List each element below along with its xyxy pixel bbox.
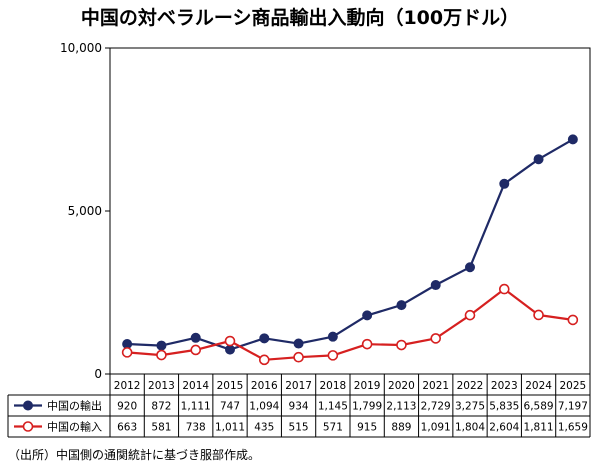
series-line-2: [127, 288, 574, 361]
category-label: 2014: [182, 380, 209, 392]
y-tick-label: 10,000: [60, 41, 102, 55]
data-point: [224, 335, 236, 347]
data-point: [396, 339, 407, 351]
category-label: 2018: [319, 380, 346, 392]
data-point: [430, 280, 441, 291]
data-point: [465, 262, 475, 273]
data-point: [327, 350, 339, 361]
data-point: [327, 331, 338, 342]
data-point: [259, 333, 270, 344]
data-point: [190, 344, 202, 356]
series-line-1: [127, 138, 574, 351]
category-label: 2012: [114, 380, 141, 392]
data-label: 663: [117, 422, 137, 434]
data-label: 581: [151, 422, 171, 434]
y-tick-label: 5,000: [68, 204, 102, 218]
data-label: 3,275: [455, 401, 485, 413]
series-layer: [121, 134, 579, 366]
data-label: 2,604: [489, 422, 519, 434]
category-label: 2015: [217, 380, 244, 392]
legend-label: 中国の輸出: [47, 399, 102, 413]
data-point: [498, 283, 510, 295]
data-label: 2,113: [386, 401, 416, 413]
data-point: [121, 347, 133, 358]
legend-key-marker: [22, 421, 34, 432]
data-point: [258, 354, 270, 366]
data-label: 1,111: [181, 401, 211, 413]
data-label: 934: [289, 401, 309, 413]
data-label: 889: [391, 422, 411, 434]
data-point: [362, 310, 373, 321]
data-point: [225, 344, 235, 355]
data-label: 435: [254, 422, 274, 434]
legend-label: 中国の輸入: [47, 420, 102, 434]
data-label: 515: [289, 422, 309, 434]
axis-layer: 0 5,000 10,000: [60, 41, 591, 381]
data-label: 6,589: [524, 401, 554, 413]
data-label: 1,094: [249, 401, 279, 413]
data-label: 738: [186, 422, 206, 434]
data-point: [396, 300, 407, 311]
data-label: 1,659: [558, 422, 588, 434]
source-footnote: （出所）中国側の通関統計に基づき服部作成。: [8, 448, 261, 462]
data-label: 1,799: [352, 401, 382, 413]
data-point: [190, 332, 201, 343]
category-label: 2025: [559, 380, 586, 392]
category-label: 2017: [285, 380, 312, 392]
data-point: [156, 349, 167, 361]
data-label: 872: [151, 401, 171, 413]
data-point: [293, 338, 304, 349]
data-table: 2012 2013 2014 2015 2016 2017 2018 2019 2020 2021…: [7, 374, 591, 438]
category-label: 2022: [457, 380, 484, 392]
legend-key-marker: [23, 400, 33, 411]
data-label: 7,197: [558, 401, 588, 413]
data-label: 571: [323, 422, 343, 434]
data-label: 1,804: [455, 422, 485, 434]
category-label: 2016: [251, 380, 278, 392]
category-label: 2020: [388, 380, 415, 392]
data-point: [567, 134, 578, 145]
data-point: [567, 314, 579, 326]
data-label: 1,145: [318, 401, 348, 413]
data-point: [293, 351, 304, 363]
data-point: [156, 340, 167, 351]
data-point: [430, 333, 442, 344]
data-label: 747: [220, 401, 240, 413]
category-label: 2023: [491, 380, 518, 392]
chart-title: 中国の対ベラルーシ商品輸出入動向（100万ドル）: [81, 6, 519, 29]
data-point: [464, 309, 476, 321]
category-label: 2021: [422, 380, 449, 392]
data-point: [533, 154, 544, 165]
data-label: 2,729: [421, 401, 451, 413]
category-label: 2019: [354, 380, 381, 392]
category-label: 2024: [525, 380, 552, 392]
y-tick-label: 0: [94, 367, 102, 381]
data-label: 920: [117, 401, 137, 413]
data-point: [361, 338, 373, 350]
data-point: [499, 178, 510, 189]
data-label: 1,011: [215, 422, 245, 434]
data-label: 1,091: [421, 422, 451, 434]
data-label: 915: [357, 422, 377, 434]
data-point: [533, 309, 544, 321]
data-label: 1,811: [524, 422, 554, 434]
category-label: 2013: [148, 380, 175, 392]
data-label: 5,835: [489, 401, 519, 413]
